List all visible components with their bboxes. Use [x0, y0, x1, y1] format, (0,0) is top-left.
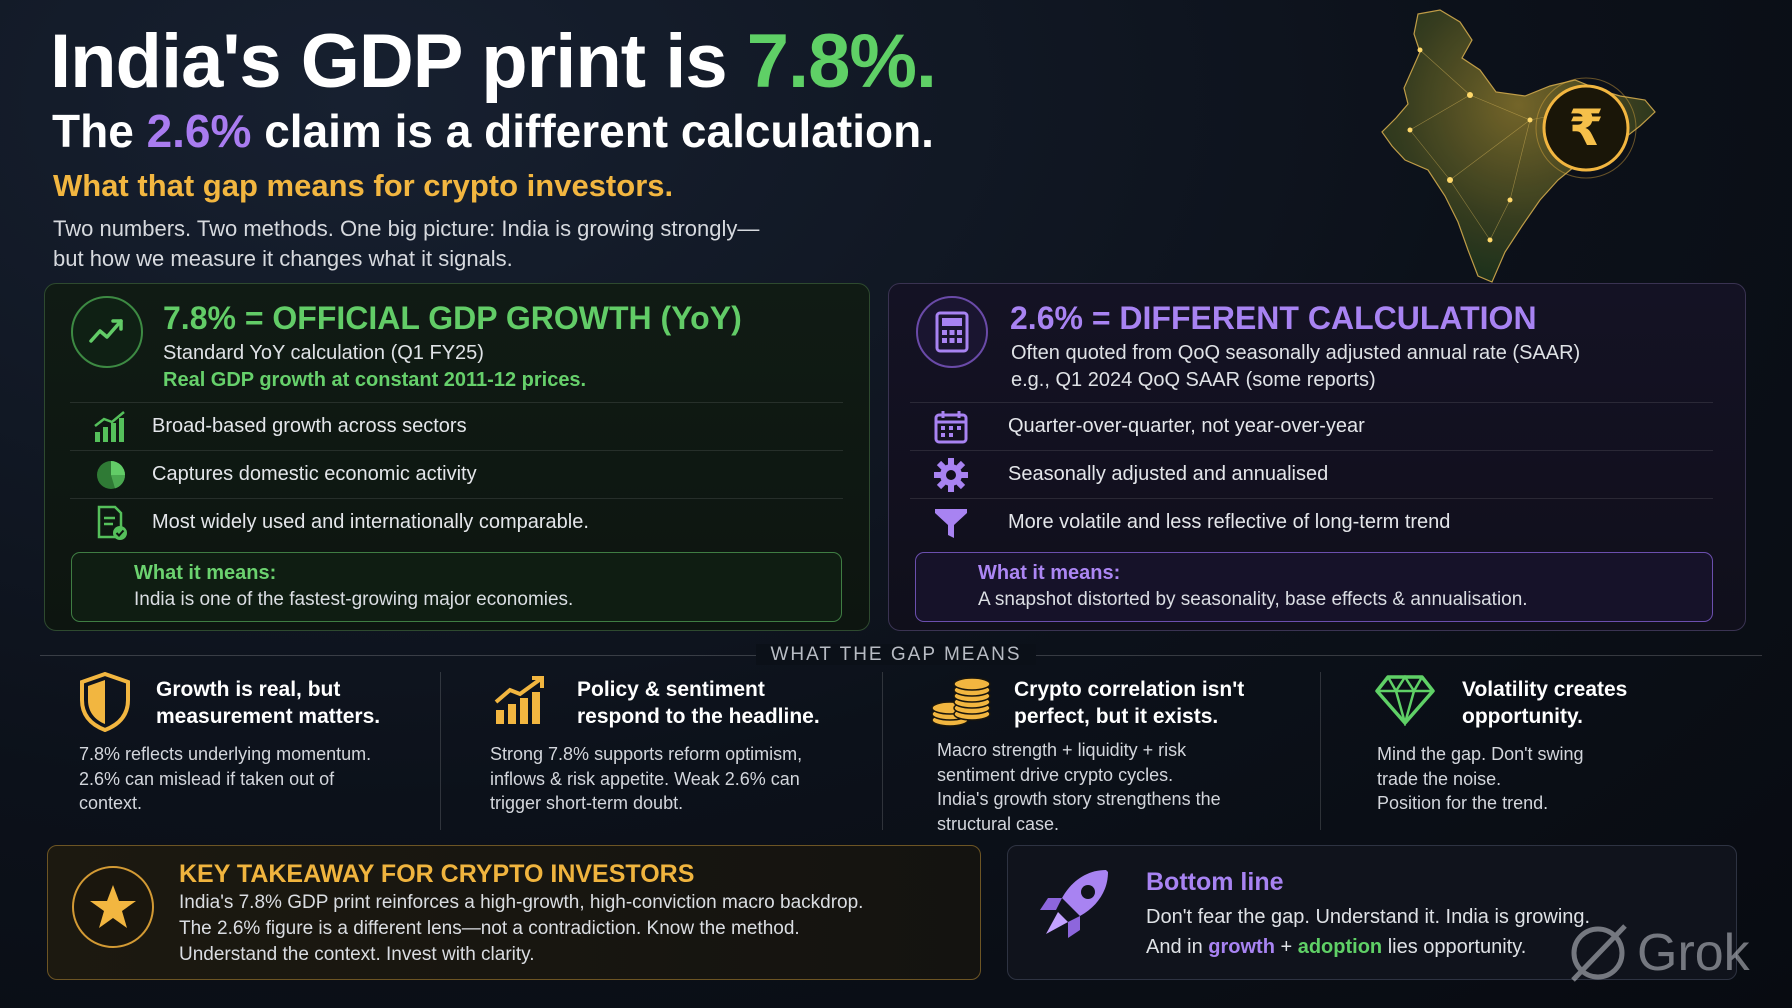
key-takeaway-body: India's 7.8% GDP print reinforces a high…	[179, 892, 864, 965]
gap-column-1: Growth is real, but measurement matters. …	[78, 670, 438, 830]
list-item: Captures domestic economic activity	[70, 450, 843, 498]
right-panel-title: 2.6% = DIFFERENT CALCULATION	[1010, 300, 1537, 336]
pie-chart-icon	[70, 457, 152, 493]
list-item: Seasonally adjusted and annualised	[910, 450, 1713, 498]
bar-chart-up-icon	[70, 410, 152, 444]
document-check-icon	[70, 504, 152, 542]
gap-section-label: WHAT THE GAP MEANS	[0, 644, 1792, 666]
gap-column-4: Volatility creates opportunity. Mind the …	[1374, 670, 1754, 830]
shield-icon	[80, 672, 130, 732]
subtitle: The 2.6% claim is a different calculatio…	[52, 105, 934, 157]
left-feature-list: Broad-based growth across sectors Captur…	[70, 402, 843, 546]
column-separator	[1320, 672, 1321, 830]
bottom-line-box	[1007, 845, 1737, 980]
bottom-line-body: Don't fear the gap. Understand it. India…	[1146, 906, 1591, 958]
trend-up-icon	[71, 296, 143, 368]
right-panel-sub2: e.g., Q1 2024 QoQ SAAR (some reports)	[1011, 369, 1376, 391]
right-what-it-means: What it means: A snapshot distorted by s…	[915, 552, 1713, 622]
column-separator	[882, 672, 883, 830]
subtitle-highlight: 2.6%	[146, 105, 252, 157]
right-panel-sub1: Often quoted from QoQ seasonally adjuste…	[1011, 342, 1581, 364]
list-item: Broad-based growth across sectors	[70, 402, 843, 450]
rocket-icon	[1040, 870, 1108, 938]
left-panel-title: 7.8% = OFFICIAL GDP GROWTH (YoY)	[163, 300, 742, 336]
india-map-illustration: ₹	[1381, 9, 1656, 283]
diamond-icon	[1375, 674, 1435, 726]
coins-icon	[931, 677, 991, 727]
calendar-icon	[910, 409, 992, 445]
left-what-it-means: What it means: India is one of the faste…	[71, 552, 842, 622]
tagline: What that gap means for crypto investors…	[53, 168, 674, 203]
left-panel-sub1: Standard YoY calculation (Q1 FY25)	[163, 342, 484, 364]
column-separator	[440, 672, 441, 830]
right-feature-list: Quarter-over-quarter, not year-over-year…	[910, 402, 1713, 546]
list-item: Quarter-over-quarter, not year-over-year	[910, 402, 1713, 450]
title-highlight: 7.8%.	[746, 19, 937, 104]
bottom-line-title: Bottom line	[1146, 868, 1284, 896]
star-icon	[72, 866, 154, 948]
grok-logo-icon	[1571, 924, 1627, 982]
list-item: More volatile and less reflective of lon…	[910, 498, 1713, 546]
left-panel-sub2: Real GDP growth at constant 2011-12 pric…	[163, 369, 587, 391]
key-takeaway-box	[47, 845, 981, 980]
grok-watermark: Grok	[1565, 920, 1750, 986]
gear-icon	[910, 457, 992, 493]
key-takeaway-title: KEY TAKEAWAY FOR CRYPTO INVESTORS	[179, 860, 695, 888]
main-title: India's GDP print is 7.8%.	[50, 19, 937, 104]
funnel-icon	[910, 505, 992, 541]
gap-column-2: Policy & sentiment respond to the headlin…	[490, 670, 874, 830]
calculator-icon	[916, 296, 988, 368]
growth-arrow-icon	[494, 676, 544, 724]
gap-column-3: Crypto correlation isn't perfect, but it …	[930, 670, 1310, 834]
svg-text:₹: ₹	[1569, 99, 1604, 157]
intro-text: Two numbers. Two methods. One big pictur…	[53, 216, 760, 271]
list-item: Most widely used and internationally com…	[70, 498, 843, 546]
